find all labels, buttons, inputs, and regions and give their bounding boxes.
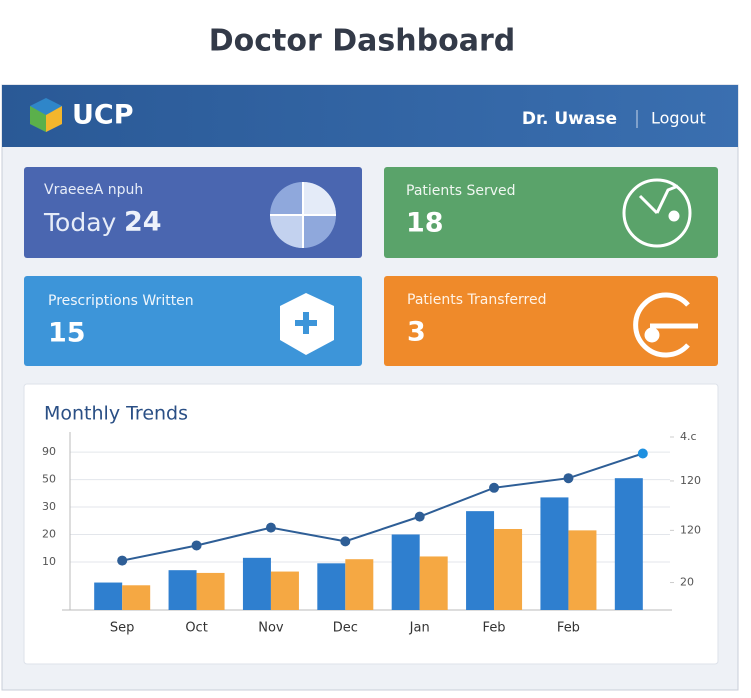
bar	[540, 497, 569, 610]
x-tick-label: Feb	[557, 621, 580, 636]
card[interactable]	[384, 276, 718, 366]
trend-point	[191, 540, 202, 551]
clock-icon	[622, 178, 692, 248]
bar	[270, 571, 299, 610]
x-tick-label: Feb	[483, 621, 506, 636]
x-tick-label: Dec	[333, 621, 358, 636]
card-title: Patients Transferred	[407, 292, 547, 308]
y-tick-label: 10	[42, 555, 56, 568]
shield-icon	[280, 293, 334, 355]
logo-icon	[30, 98, 62, 132]
card[interactable]	[24, 276, 362, 366]
pie-icon	[270, 182, 336, 248]
bar	[494, 528, 523, 610]
trend-point	[637, 448, 648, 459]
bar	[122, 585, 151, 610]
bar	[391, 534, 420, 610]
card-title: Patients Served	[406, 183, 516, 199]
card-title: VraeeeA npuh	[44, 182, 143, 198]
chart: 10 20 30 50 90 4.c 120 120 20 Sep Oct Nov Dec Jan Feb F…	[42, 430, 701, 636]
y-tick-label: 20	[42, 527, 56, 540]
bar	[419, 556, 448, 610]
x-tick-label: Oct	[185, 621, 207, 636]
trend-point	[414, 511, 425, 522]
bar	[196, 572, 225, 610]
y2-tick-label: 20	[680, 576, 694, 589]
x-tick-label: Sep	[110, 621, 135, 636]
trend-point	[117, 555, 128, 566]
page-title: Doctor Dashboard	[209, 24, 515, 59]
bar	[568, 530, 597, 610]
y2-tick-label: 4.c	[680, 430, 697, 443]
y2-tick-label: 120	[680, 523, 701, 536]
trend-line	[121, 452, 644, 562]
y2-tick-label: 120	[680, 474, 701, 487]
x-tick-label: Jan	[409, 621, 430, 636]
transfer-icon	[633, 292, 698, 358]
logo-text: UCP	[72, 100, 134, 131]
trend-point	[563, 473, 574, 484]
trend-point	[340, 536, 351, 547]
card-value: 15	[48, 318, 86, 349]
bar	[317, 563, 346, 610]
card-value: 18	[406, 208, 444, 239]
trend-point	[489, 482, 500, 493]
bar	[614, 478, 643, 610]
card-title: Prescriptions Written	[48, 293, 194, 309]
y-tick-label: 30	[42, 500, 56, 513]
card-value: 24	[124, 207, 162, 238]
x-tick-label: Nov	[258, 621, 284, 636]
y-tick-label: 90	[42, 445, 56, 458]
chart-title: Monthly Trends	[44, 403, 188, 425]
top-bar	[2, 85, 738, 147]
bar	[345, 559, 374, 610]
bar	[466, 511, 495, 610]
card-value: 3	[407, 317, 426, 348]
card-label: Today	[43, 208, 117, 237]
user-name: Dr. Uwase	[522, 109, 617, 129]
trend-point	[265, 522, 276, 533]
logout[interactable]: Logout	[651, 109, 706, 128]
bar	[168, 570, 197, 610]
bar	[94, 582, 123, 610]
y-tick-label: 50	[42, 473, 56, 486]
bar	[242, 557, 271, 610]
